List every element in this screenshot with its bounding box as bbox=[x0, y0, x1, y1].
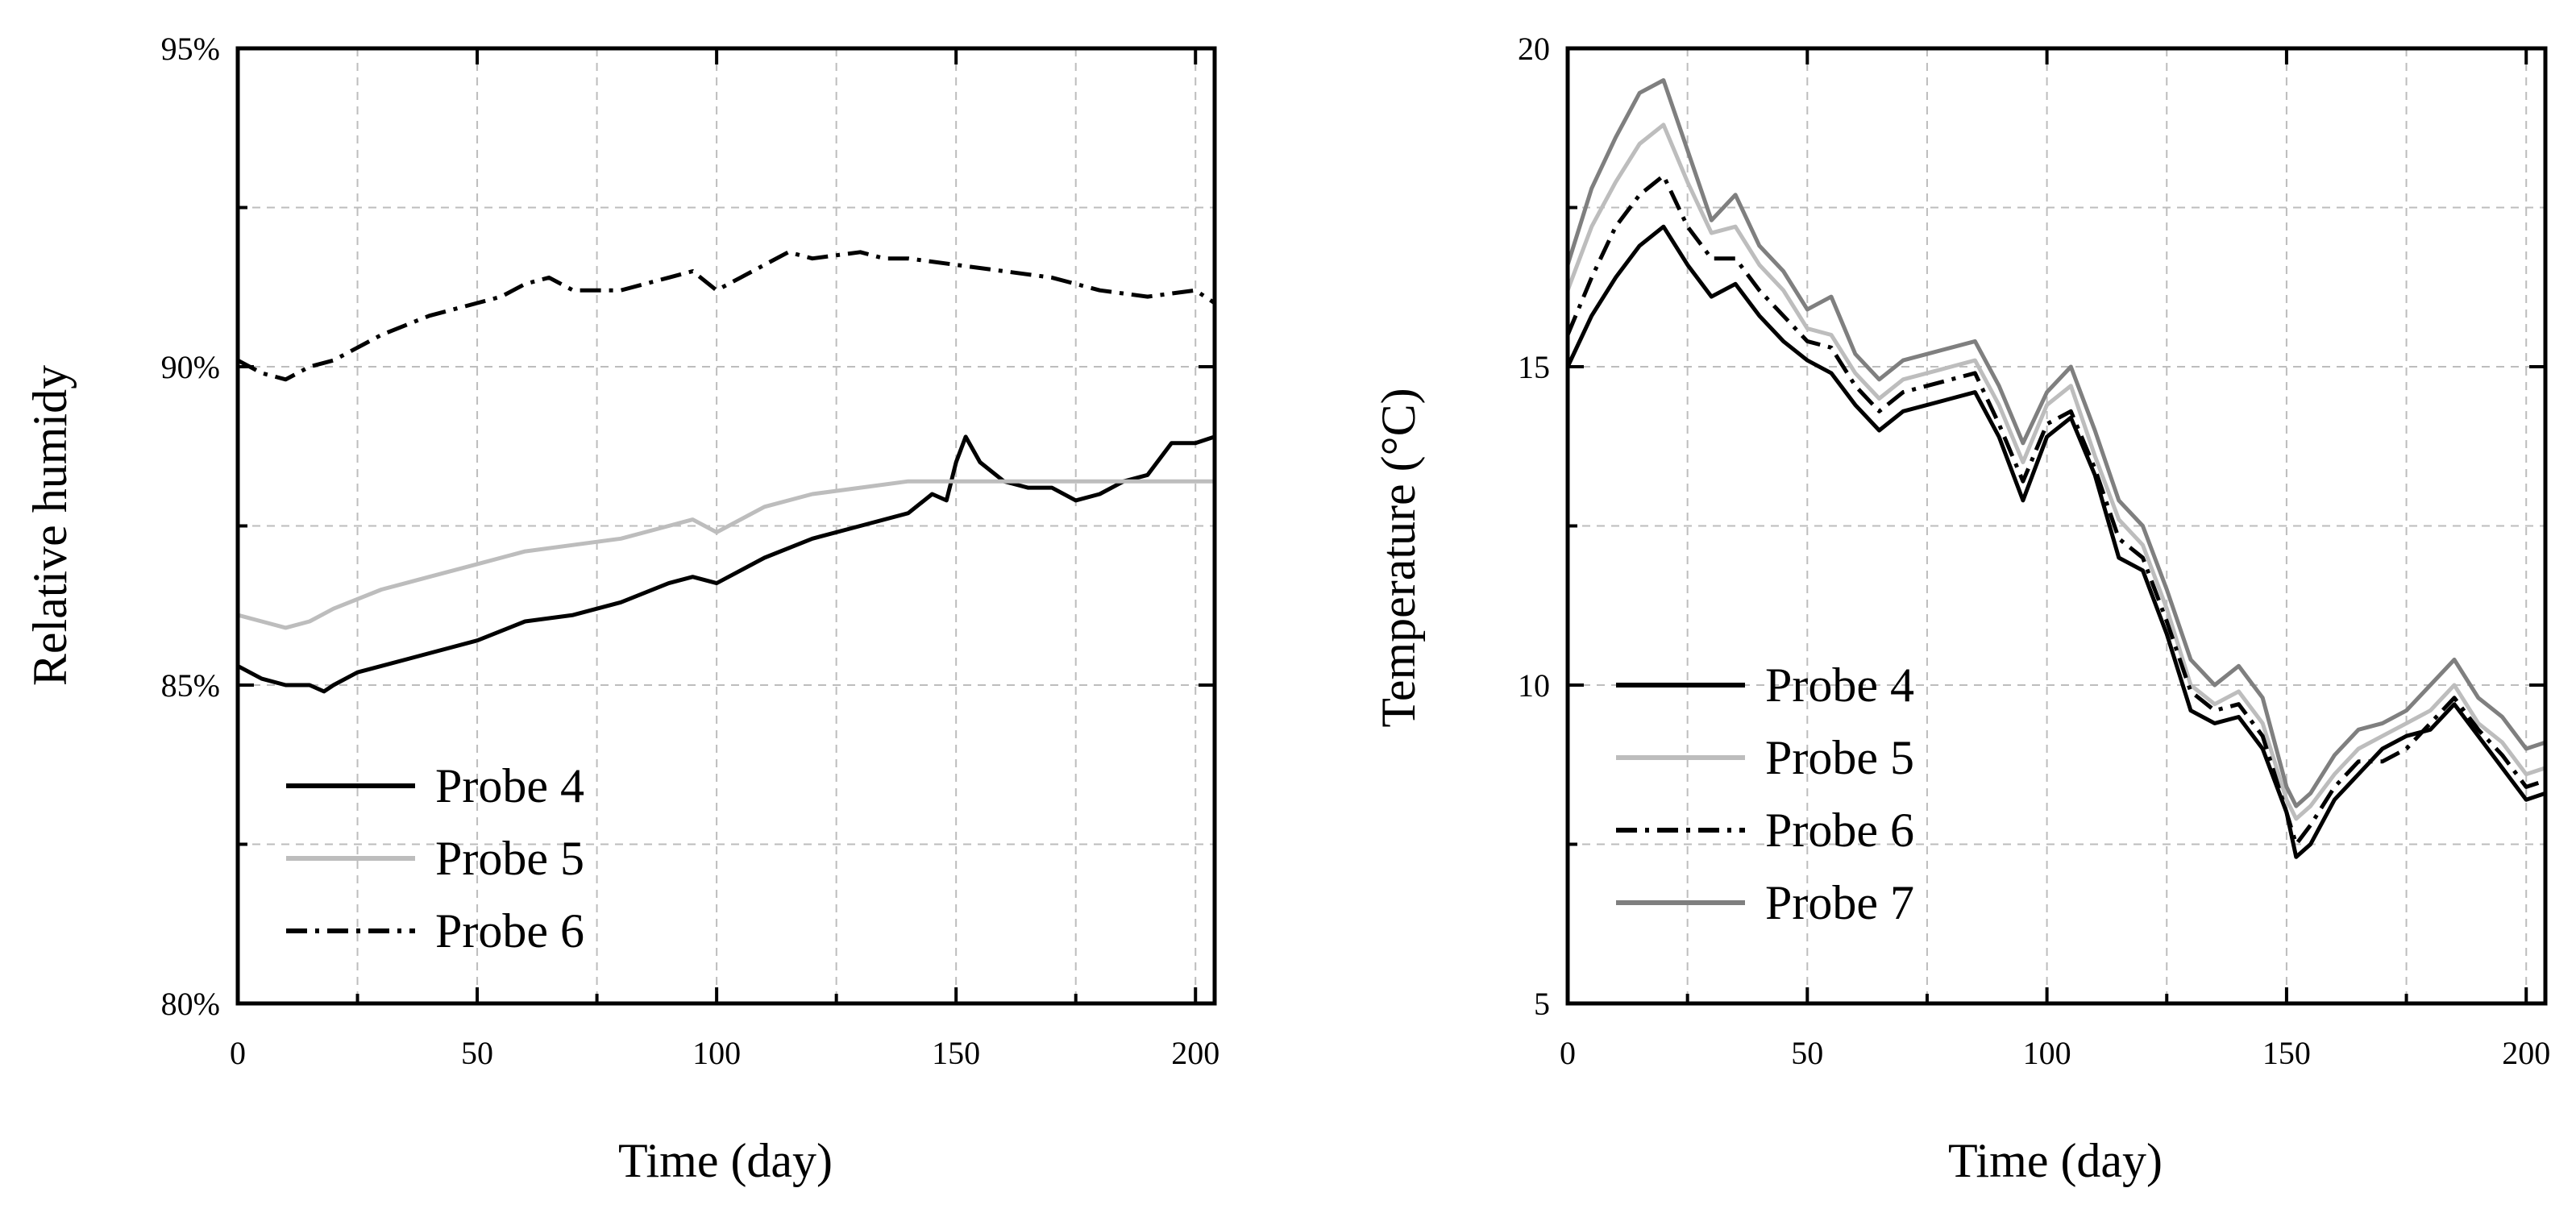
temperature-x-tick-label: 50 bbox=[1791, 1035, 1823, 1071]
humidity-series-probe-4 bbox=[236, 434, 1215, 694]
temperature-x-tick-label: 0 bbox=[1560, 1035, 1576, 1071]
humidity-legend-label-probe-6: Probe 6 bbox=[435, 904, 584, 958]
temperature-y-tick-label: 5 bbox=[1534, 986, 1550, 1022]
temperature-y-tick-label: 20 bbox=[1518, 31, 1550, 67]
temperature-legend-label-probe-6: Probe 6 bbox=[1765, 804, 1914, 857]
humidity-series-probe-6 bbox=[236, 250, 1216, 382]
temperature-x-axis-title: Time (day) bbox=[1948, 1134, 2163, 1187]
humidity-ticks: 0 50 100 150 200 80% 85% 90% 95% bbox=[161, 31, 1220, 1071]
temperature-chart: 0 50 100 150 200 5 10 15 20 Time (day) Temperatu… bbox=[1372, 31, 2550, 1187]
temperature-legend-label-probe-7: Probe 7 bbox=[1765, 876, 1914, 929]
temperature-ticks: 0 50 100 150 200 5 10 15 20 bbox=[1518, 31, 2550, 1071]
temperature-x-tick-label: 150 bbox=[2262, 1035, 2311, 1071]
humidity-legend-label-probe-5: Probe 5 bbox=[435, 832, 584, 885]
temperature-series bbox=[1565, 78, 2546, 859]
humidity-x-tick-label: 0 bbox=[230, 1035, 246, 1071]
temperature-x-tick-label: 100 bbox=[2023, 1035, 2071, 1071]
temperature-y-tick-label: 15 bbox=[1518, 349, 1550, 385]
humidity-x-tick-label: 100 bbox=[692, 1035, 741, 1071]
temperature-series-probe-7 bbox=[1565, 78, 2546, 808]
humidity-x-tick-label: 150 bbox=[932, 1035, 980, 1071]
temperature-x-tick-label: 200 bbox=[2502, 1035, 2550, 1071]
temperature-y-axis-title: Temperature (°C) bbox=[1372, 388, 1425, 727]
humidity-legend: Probe 4 Probe 5 Probe 6 bbox=[286, 759, 584, 958]
humidity-y-axis-title: Relative humidy bbox=[23, 365, 77, 686]
temperature-series-probe-6 bbox=[1565, 173, 2546, 846]
temperature-series-probe-5 bbox=[1565, 123, 2546, 821]
humidity-y-tick-label: 90% bbox=[161, 349, 220, 385]
humidity-x-tick-label: 200 bbox=[1171, 1035, 1219, 1071]
humidity-chart: 0 50 100 150 200 80% 85% 90% 95% Time (day) Rela… bbox=[23, 31, 1219, 1187]
humidity-x-axis-title: Time (day) bbox=[618, 1134, 833, 1187]
temperature-legend-label-probe-5: Probe 5 bbox=[1765, 731, 1914, 784]
humidity-series bbox=[236, 250, 1216, 694]
humidity-grid bbox=[238, 48, 1215, 1003]
temperature-grid bbox=[1568, 48, 2545, 1003]
temperature-series-probe-4 bbox=[1565, 224, 2546, 859]
humidity-y-tick-label: 95% bbox=[161, 31, 220, 67]
temperature-y-tick-label: 10 bbox=[1518, 667, 1550, 704]
humidity-legend-label-probe-4: Probe 4 bbox=[435, 759, 584, 812]
temperature-legend-label-probe-4: Probe 4 bbox=[1765, 658, 1914, 712]
humidity-x-tick-label: 50 bbox=[461, 1035, 493, 1071]
temperature-legend: Probe 4 Probe 5 Probe 6 Probe 7 bbox=[1616, 658, 1914, 929]
humidity-y-tick-label: 85% bbox=[161, 667, 220, 704]
humidity-y-tick-label: 80% bbox=[161, 986, 220, 1022]
humidity-series-probe-5 bbox=[237, 479, 1215, 630]
